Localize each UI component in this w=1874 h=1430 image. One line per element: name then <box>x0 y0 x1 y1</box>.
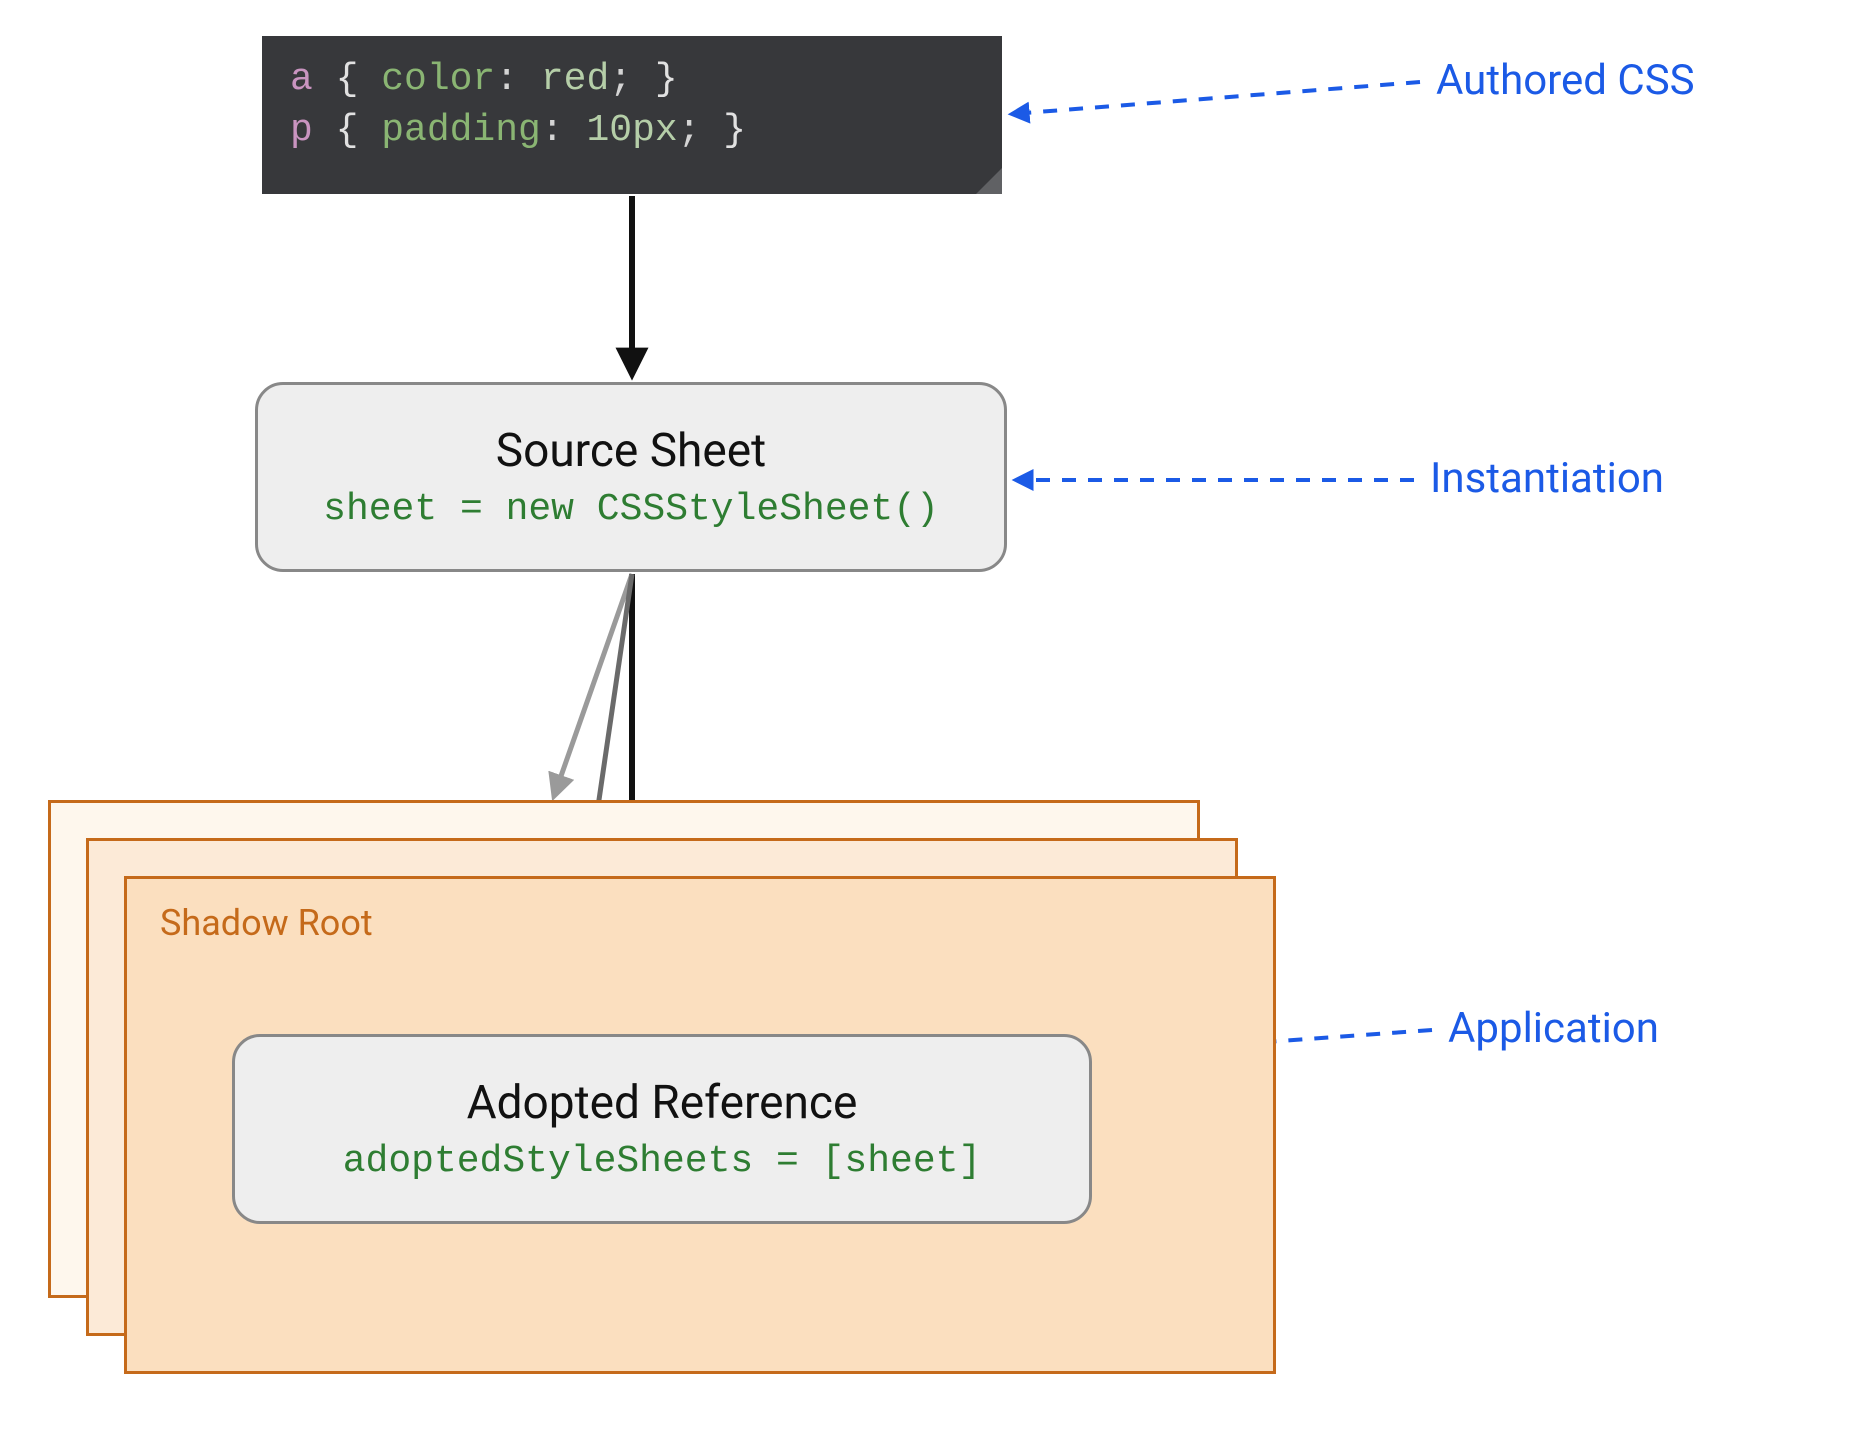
code-token: : <box>541 109 587 152</box>
code-token: { <box>336 109 382 152</box>
code-line: p { padding: 10px; } <box>290 105 974 156</box>
code-token: ; <box>678 109 701 152</box>
callout-label-authored-css: Authored CSS <box>1436 56 1695 105</box>
code-token: padding <box>381 109 541 152</box>
code-token: ; <box>609 58 632 101</box>
flow-arrow <box>594 574 632 834</box>
callout-label-instantiation: Instantiation <box>1430 454 1664 503</box>
flow-arrow <box>554 574 632 796</box>
code-token: red <box>541 58 609 101</box>
code-token: : <box>495 58 541 101</box>
callout-arrow <box>1012 82 1420 114</box>
code-token: } <box>632 58 678 101</box>
dogear-icon <box>976 168 1002 194</box>
code-token: a <box>290 58 336 101</box>
authored-css-code-block: a { color: red; }p { padding: 10px; } <box>262 36 1002 194</box>
adopted-reference-panel: Adopted Reference adoptedStyleSheets = [s… <box>232 1034 1092 1224</box>
adopted-reference-panel-code: adoptedStyleSheets = [sheet] <box>343 1140 982 1183</box>
code-token: p <box>290 109 336 152</box>
adopted-reference-panel-title: Adopted Reference <box>467 1076 858 1130</box>
code-token: { <box>336 58 382 101</box>
code-token: } <box>701 109 747 152</box>
diagram-canvas: a { color: red; }p { padding: 10px; }Sha… <box>0 0 1874 1430</box>
shadow-root-label: Shadow Root <box>160 902 373 944</box>
source-sheet-panel-code: sheet = new CSSStyleSheet() <box>323 488 939 531</box>
source-sheet-panel-title: Source Sheet <box>496 424 766 478</box>
source-sheet-panel: Source Sheet sheet = new CSSStyleSheet() <box>255 382 1007 572</box>
code-token: 10px <box>586 109 677 152</box>
callout-label-application: Application <box>1448 1004 1659 1053</box>
code-line: a { color: red; } <box>290 54 974 105</box>
code-token: color <box>381 58 495 101</box>
